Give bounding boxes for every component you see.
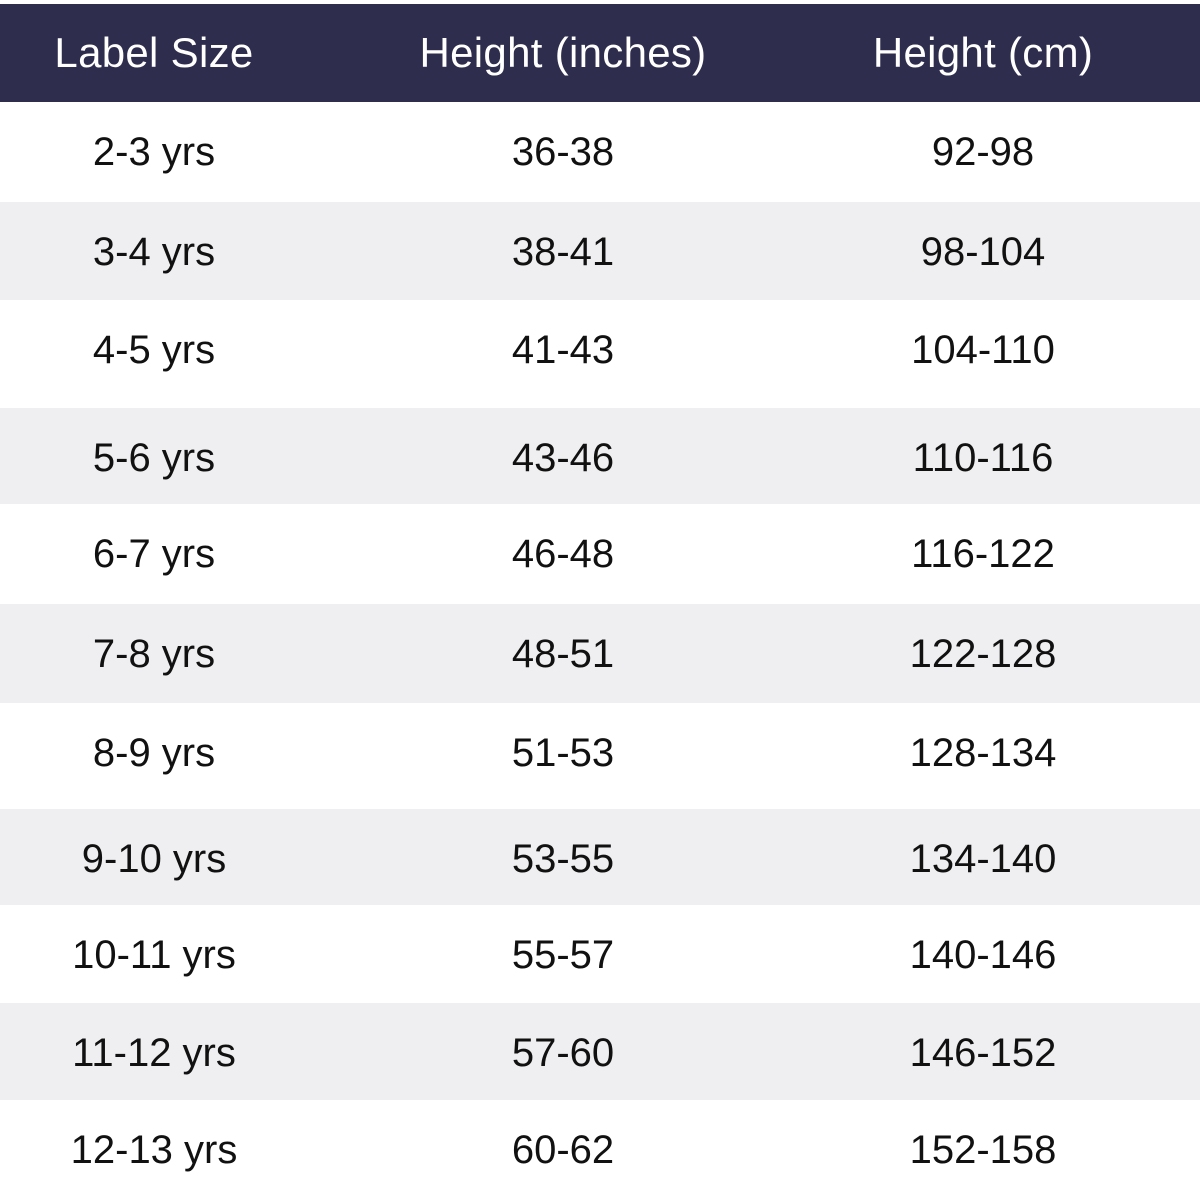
header-height-cm: Height (cm)	[872, 29, 1094, 76]
cell-height-cm: 146-152	[909, 1030, 1057, 1075]
table-row: 8-9 yrs 51-53 128-134	[0, 703, 1200, 803]
table-row: 9-10 yrs 53-55 134-140	[0, 809, 1200, 909]
cell-label-size: 6-7 yrs	[92, 531, 216, 576]
cell-label-size: 4-5 yrs	[92, 327, 216, 372]
cell-height-cm: 128-134	[909, 730, 1057, 775]
cell-height-cm: 104-110	[911, 327, 1055, 372]
cell-height-cm: 98-104	[920, 229, 1046, 274]
cell-label-size: 9-10 yrs	[81, 836, 227, 881]
cell-label-size: 5-6 yrs	[92, 435, 216, 480]
header-height-inches: Height (inches)	[419, 29, 707, 76]
cell-label-size: 3-4 yrs	[92, 229, 216, 274]
cell-height-cm: 122-128	[909, 631, 1057, 676]
table-row: 3-4 yrs 38-41 98-104	[0, 202, 1200, 302]
cell-label-size: 8-9 yrs	[92, 730, 216, 775]
cell-height-inches: 51-53	[511, 730, 615, 775]
table-row: 11-12 yrs 57-60 146-152	[0, 1003, 1200, 1103]
cell-height-cm: 110-116	[912, 435, 1054, 480]
cell-label-size: 10-11 yrs	[72, 932, 236, 977]
cell-height-cm: 116-122	[911, 531, 1055, 576]
cell-height-cm: 140-146	[909, 932, 1057, 977]
table-row: 4-5 yrs 41-43 104-110	[0, 300, 1200, 400]
cell-label-size: 11-12 yrs	[72, 1030, 236, 1075]
top-border	[0, 0, 1200, 4]
table-header-row: Label Size Height (inches) Height (cm)	[0, 4, 1200, 102]
table-row: 2-3 yrs 36-38 92-98	[0, 102, 1200, 202]
cell-label-size: 12-13 yrs	[70, 1127, 238, 1172]
cell-height-inches: 41-43	[511, 327, 615, 372]
table-row: 5-6 yrs 43-46 110-116	[0, 408, 1200, 508]
table-row: 10-11 yrs 55-57 140-146	[0, 905, 1200, 1005]
cell-height-inches: 36-38	[511, 129, 615, 174]
table-row: 12-13 yrs 60-62 152-158	[0, 1100, 1200, 1200]
cell-height-inches: 48-51	[511, 631, 615, 676]
cell-height-cm: 92-98	[931, 129, 1035, 174]
cell-height-cm: 152-158	[909, 1127, 1057, 1172]
table-row: 6-7 yrs 46-48 116-122	[0, 504, 1200, 604]
header-label-size: Label Size	[54, 29, 254, 76]
cell-label-size: 7-8 yrs	[92, 631, 216, 676]
cell-height-inches: 43-46	[511, 435, 615, 480]
cell-label-size: 2-3 yrs	[92, 129, 216, 174]
cell-height-inches: 46-48	[511, 531, 615, 576]
cell-height-inches: 57-60	[511, 1030, 615, 1075]
cell-height-inches: 55-57	[511, 932, 615, 977]
cell-height-inches: 53-55	[511, 836, 615, 881]
cell-height-inches: 60-62	[511, 1127, 615, 1172]
cell-height-inches: 38-41	[511, 229, 615, 274]
cell-height-cm: 134-140	[909, 836, 1057, 881]
table-row: 7-8 yrs 48-51 122-128	[0, 604, 1200, 704]
